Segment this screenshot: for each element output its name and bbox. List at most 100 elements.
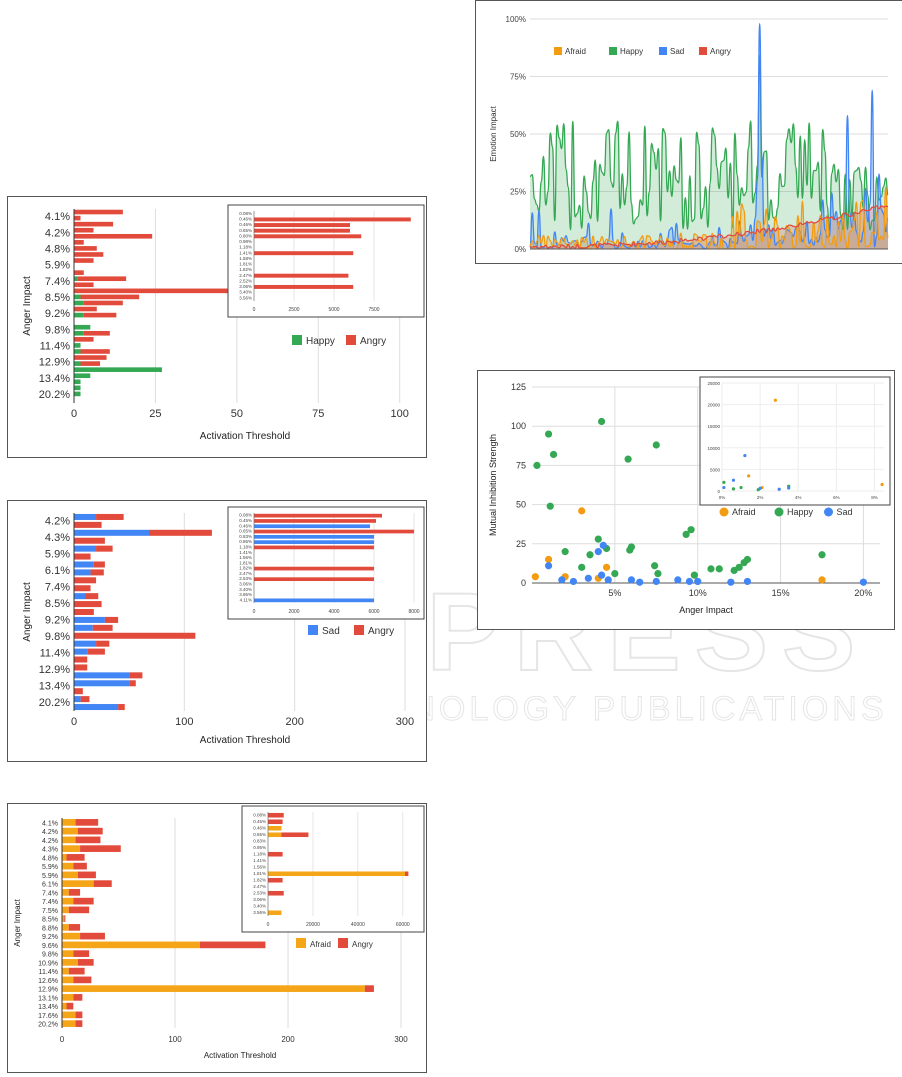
inset-y-tick: 0.98% <box>239 239 252 244</box>
inset-x-tick: 5000 <box>328 307 339 313</box>
chart-mutual-inhibition: 125 100 75 50 25 0 5% 10% 15% 20% Anger Impact Mutu… <box>477 370 895 630</box>
y-tick-label: 7.4% <box>45 276 70 288</box>
bar-angry <box>77 871 96 879</box>
inset-y-tick: 1.81% <box>253 871 266 876</box>
bar-afraid <box>62 1020 76 1027</box>
bar-angry <box>75 819 99 826</box>
point-happy <box>818 551 826 559</box>
y-tick-label: 12.9% <box>39 664 70 676</box>
inset-y-tick: 0.45% <box>239 518 252 523</box>
inset-point-sad <box>743 453 747 458</box>
y-tick-label: 4.2% <box>45 515 70 527</box>
y-axis-label: Emotion Impact <box>489 105 498 161</box>
bar-angry <box>364 985 374 992</box>
inset-bar-angry <box>268 812 284 818</box>
bar-afraid <box>62 1011 76 1019</box>
point-sad <box>598 571 606 579</box>
bar-sad <box>74 593 86 600</box>
bar-afraid <box>62 976 74 984</box>
y-tick-label: 13.4% <box>39 373 70 385</box>
point-happy <box>652 441 660 449</box>
bar-afraid <box>62 1002 67 1010</box>
point-sad <box>652 577 660 586</box>
inset-y-tick: 1.18% <box>253 852 266 857</box>
x-tick-label: 100 <box>175 716 193 728</box>
inset-y-tick: 0.46% <box>253 826 266 831</box>
point-happy <box>690 571 698 579</box>
legend-label-angry: Angry <box>352 940 373 949</box>
bar-happy <box>74 373 91 379</box>
point-happy <box>687 526 695 534</box>
inset-y-tick: 0.46% <box>239 523 252 528</box>
bar-afraid <box>62 880 94 887</box>
inset-y-tick: 1.81% <box>239 262 252 267</box>
bar-afraid <box>62 924 69 931</box>
legend-label-happy: Happy <box>787 507 814 517</box>
legend-marker-happy <box>774 507 784 517</box>
inset-y-tick: 0.45% <box>253 819 266 824</box>
inset-bar-angry <box>268 890 284 896</box>
chart-mutual-inhibition-svg: 125 100 75 50 25 0 5% 10% 15% 20% Anger Impact Mutu… <box>488 376 891 615</box>
bar-angry <box>74 270 84 275</box>
legend-swatch-angry <box>346 335 356 345</box>
inset-x-tick: 20000 <box>306 922 320 928</box>
bar-angry <box>66 854 85 861</box>
inset-y-tick: 0.95% <box>253 845 266 850</box>
bar-angry <box>77 959 94 966</box>
bar-happy <box>74 276 78 282</box>
y-tick-label: 4.2% <box>42 838 58 845</box>
inset-point-happy <box>731 487 736 491</box>
point-happy <box>707 565 715 573</box>
bar-sad <box>74 672 130 679</box>
inset-point-happy <box>722 480 726 484</box>
inset-y-tick: 2.47% <box>239 571 252 576</box>
x-tick-label: 200 <box>281 1035 295 1044</box>
bar-happy <box>74 324 91 330</box>
y-tick-label: 5.9% <box>45 548 70 560</box>
y-tick-label: 11.4% <box>40 647 71 659</box>
inset-point-afraid <box>747 474 751 478</box>
bar-angry <box>74 233 153 239</box>
y-tick-label: 6.1% <box>42 882 58 889</box>
bar-angry <box>74 355 107 360</box>
inset-y-tick: 2.53% <box>239 576 252 581</box>
bar-happy <box>74 343 81 348</box>
x-tick-label: 0 <box>60 1035 65 1044</box>
bar-angry <box>74 306 97 312</box>
bar-happy <box>74 330 84 336</box>
inset-bar-angry <box>405 871 409 877</box>
x-axis-label: Activation Threshold <box>200 735 290 746</box>
y-tick-label: 5.9% <box>42 873 58 880</box>
area-angry <box>530 205 888 249</box>
inset-x-tick: 0 <box>253 609 256 615</box>
bar-angry <box>74 240 84 245</box>
inset-x-tick: 6% <box>833 495 840 500</box>
bar-sad <box>74 680 130 687</box>
inset-y-tick: 1.18% <box>239 245 252 250</box>
point-happy <box>682 530 690 538</box>
y-tick-label: 7.4% <box>42 890 58 897</box>
bar-angry <box>75 1020 83 1027</box>
x-tick-label: 100 <box>168 1035 182 1044</box>
x-tick-label: 300 <box>396 716 414 728</box>
point-happy <box>578 563 586 571</box>
legend-label-angry: Angry <box>710 47 731 56</box>
y-tick-label: 12.9% <box>39 357 70 369</box>
inset-bar-angry <box>254 223 350 228</box>
point-sad <box>727 578 735 586</box>
y-tick-label: 9.8% <box>45 631 70 643</box>
legend-label-angry: Angry <box>360 336 386 347</box>
bar-angry <box>104 616 119 623</box>
inset-y-tick: 1.82% <box>253 878 266 883</box>
point-afraid <box>602 563 611 571</box>
inset-x-tick: 0 <box>267 922 270 928</box>
inset-y-tick: 1.82% <box>239 267 252 272</box>
inset-y-tick: 1.41% <box>253 858 266 863</box>
legend-label-afraid: Afraid <box>310 940 331 949</box>
point-afraid <box>544 555 553 564</box>
bar-angry <box>74 585 91 592</box>
legend-swatch-afraid <box>554 47 562 55</box>
legend-swatch-afraid <box>296 938 306 948</box>
inset-y-tick: 0.65% <box>239 228 252 233</box>
inset-y-tick: 0.46% <box>239 217 252 222</box>
